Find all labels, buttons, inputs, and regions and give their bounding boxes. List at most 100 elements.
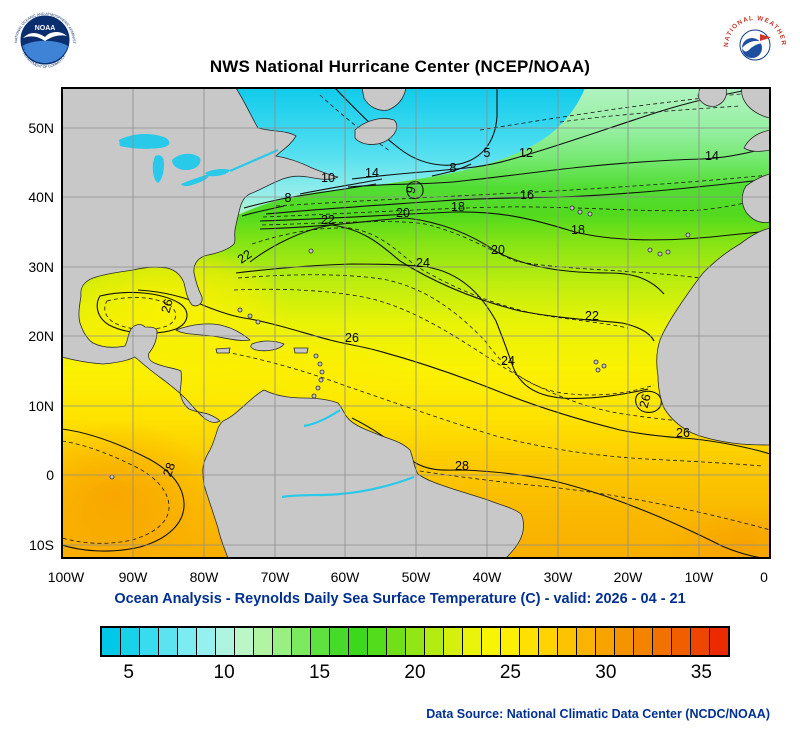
contour-label: 14 — [705, 149, 719, 163]
contour-label: 14 — [365, 166, 379, 180]
colorbar-tick: 20 — [404, 662, 426, 683]
colorbar-segment — [577, 628, 596, 655]
britain — [741, 88, 770, 119]
lake-huron — [172, 153, 201, 170]
colorbar-tick: 15 — [308, 662, 331, 683]
lon-label: 90W — [119, 569, 149, 585]
page-title: NWS National Hurricane Center (NCEP/NOAA… — [209, 57, 591, 76]
noaa-logo[interactable]: NOAA NATIONAL OCEANIC AND ATMOSPHERIC AD… — [10, 5, 80, 75]
noaa-word: NOAA — [35, 25, 56, 32]
contour-label: 12 — [519, 146, 533, 160]
colorbar-tick-labels: 5 10 15 20 25 30 35 — [100, 662, 730, 688]
contour-label: 28 — [160, 461, 178, 479]
contour-label: 22 — [321, 213, 335, 227]
contour-label: 10 — [321, 171, 335, 185]
nws-logo[interactable]: NATIONAL WEATHER SERVICE — [720, 5, 790, 75]
lat-label: 30N — [28, 259, 54, 275]
colorbar-segment — [425, 628, 444, 655]
lon-label: 0 — [760, 569, 768, 585]
lakes — [119, 134, 230, 187]
colorbar-segment — [558, 628, 577, 655]
contour-label: 9 — [403, 185, 418, 195]
colorbar-segment — [235, 628, 254, 655]
lake-superior — [119, 134, 170, 149]
rivers — [229, 148, 415, 499]
lon-label: 60W — [331, 569, 361, 585]
colorbar-segment — [615, 628, 634, 655]
hispaniola — [250, 340, 285, 352]
colorbar-tick: 35 — [690, 662, 712, 683]
colorbar-segment — [710, 628, 728, 655]
colorbar-segment — [387, 628, 406, 655]
land — [62, 88, 770, 558]
contour-label: 8 — [285, 191, 292, 205]
africa — [656, 227, 770, 446]
contour-label: 28 — [455, 459, 469, 473]
colorbar-segment — [672, 628, 691, 655]
contour-label: 26 — [637, 392, 654, 409]
axis-labels: 50N 40N 30N 20N 10N 0 10S 100W 90W 80W 70W 60W 50W 40… — [28, 120, 768, 585]
noaa-seal-sea — [22, 40, 68, 64]
contour-label: 20 — [491, 243, 505, 257]
colorbar-segment — [197, 628, 216, 655]
lon-label: 10W — [685, 569, 715, 585]
contour-label: 5 — [484, 146, 491, 160]
lake-erie — [181, 174, 210, 187]
north-america — [62, 88, 339, 423]
contour-label: 24 — [416, 256, 430, 270]
temperature-colorbar — [100, 626, 730, 657]
colorbar-segment — [121, 628, 140, 655]
contour-label: 26 — [345, 331, 359, 345]
colorbar-segment — [596, 628, 615, 655]
south-america — [202, 389, 524, 558]
colorbar-tick: 10 — [213, 662, 235, 683]
nws-bird-icon — [742, 40, 765, 52]
jamaica — [215, 347, 231, 354]
map-caption: Ocean Analysis - Reynolds Daily Sea Surf… — [114, 591, 686, 607]
colorbar-segment — [406, 628, 425, 655]
colorbar-tick: 30 — [595, 662, 617, 683]
colorbar-segment — [102, 628, 121, 655]
colorbar-segment — [273, 628, 292, 655]
lat-label: 10N — [28, 398, 54, 414]
lon-label: 20W — [614, 569, 644, 585]
contour-label: 20 — [396, 206, 410, 220]
lon-label: 40W — [473, 569, 503, 585]
colorbar-segment — [330, 628, 349, 655]
colorbar-segment — [349, 628, 368, 655]
colorbar-segment — [178, 628, 197, 655]
lon-label: 30W — [544, 569, 574, 585]
colorbar-segment — [444, 628, 463, 655]
colorbar-segment — [501, 628, 520, 655]
grid-lines — [62, 88, 770, 558]
colorbar-segment — [311, 628, 330, 655]
colorbar-segment — [292, 628, 311, 655]
ireland — [697, 88, 727, 107]
lat-label: 20N — [28, 328, 54, 344]
colorbar-tick: 25 — [499, 662, 522, 683]
contour-label: 26 — [676, 426, 690, 440]
colorbar-segment — [520, 628, 539, 655]
contour-label: 18 — [451, 200, 465, 214]
noaa-gull-icon — [23, 31, 67, 41]
lon-label: 80W — [190, 569, 220, 585]
colorbar-tick: 5 — [123, 662, 134, 683]
labrador — [361, 88, 407, 111]
data-source-text: Data Source: National Climatic Data Cent… — [426, 707, 770, 721]
lat-label: 0 — [46, 467, 54, 483]
amazon-river — [281, 475, 415, 499]
colorbar-segment — [159, 628, 178, 655]
colorbar-segment — [254, 628, 273, 655]
lat-label: 40N — [28, 189, 54, 205]
france — [743, 129, 770, 152]
colorbar-segment — [140, 628, 159, 655]
nws-flag-icon — [760, 34, 771, 41]
colorbar-segment — [216, 628, 235, 655]
st-lawrence-river — [229, 148, 279, 173]
lon-label: 100W — [48, 569, 85, 585]
lat-label: 50N — [28, 120, 54, 136]
contour-label: 24 — [501, 354, 515, 368]
colorbar-segment — [539, 628, 558, 655]
